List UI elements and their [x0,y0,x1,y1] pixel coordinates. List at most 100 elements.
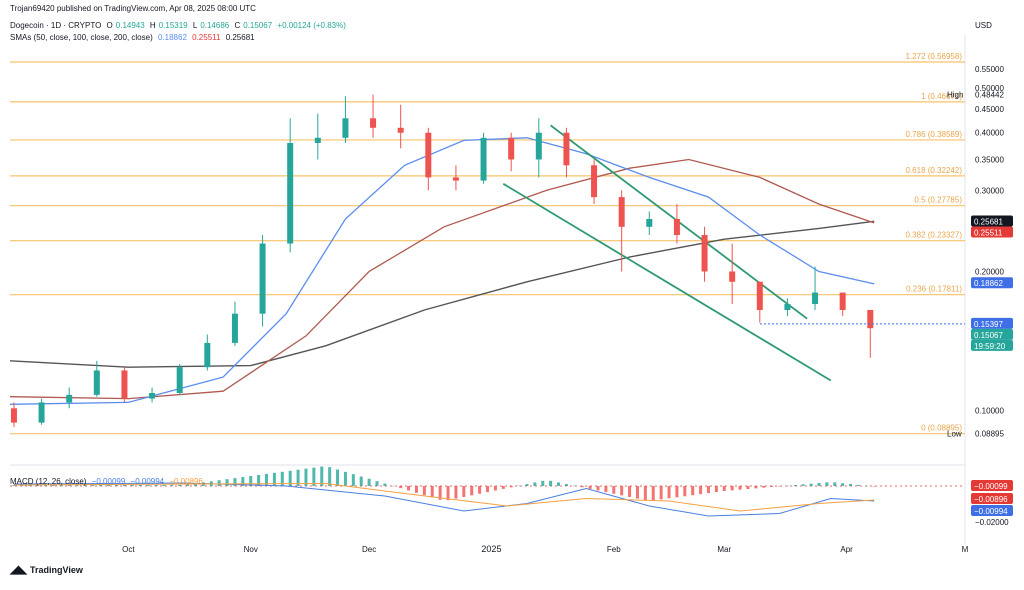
macd-bar [249,476,253,486]
macd-bar [146,485,150,486]
macd-bar [296,469,300,486]
macd-bar [541,480,545,486]
macd-bar [257,474,261,486]
fib-label-0: 1.272 (0.56958) [906,52,963,61]
tradingview-logo[interactable]: ◢◣ TradingView [10,564,83,576]
macd-bar [36,485,40,486]
candle-2 [66,394,73,403]
macd-bar [391,485,395,487]
macd-bar [825,482,829,486]
x-tick-6: Apr [840,545,853,554]
macd-bar [667,486,671,499]
candle-10 [287,143,294,244]
macd-bar [438,486,442,500]
macd-bar [738,486,742,490]
close-value: 0.15067 [243,21,273,30]
macd-bar [604,486,608,493]
macd-bar [462,486,466,497]
macd-bar [28,485,32,486]
fib-label-7: 0 (0.08895) [921,424,962,433]
price-label-box-2 [971,277,1013,289]
macd-bar [517,485,521,487]
candle-11 [314,137,321,144]
candle-15 [425,132,432,178]
macd-bar [233,478,237,486]
sma50-value: 0.18862 [157,33,187,42]
fib-label-3: 0.618 (0.32242) [906,166,963,175]
macd-bar [265,473,269,486]
macd-bar [486,486,489,493]
candle-6 [176,367,183,394]
macd-bar [635,486,639,499]
macd-axis-label-1: −0.00896 [974,495,1008,504]
macd-bar [580,486,584,488]
macd-bar [872,486,876,487]
macd-bar [659,486,663,500]
y-tick-8: 0.10000 [975,406,1004,415]
macd-bar [367,478,371,486]
y-tick-3: 0.40000 [975,129,1004,138]
macd-bar [320,466,324,486]
candle-22 [618,197,625,227]
macd-bar [91,485,95,486]
macd-bar [67,485,71,486]
macd-bar [833,482,837,486]
macd-bar [225,479,229,486]
macd-bar [588,486,592,489]
macd-bar [399,486,403,489]
candle-19 [535,132,542,160]
macd-bar [691,486,695,496]
macd-bar [557,482,561,486]
fib-label-5: 0.382 (0.23327) [906,231,963,240]
candle-28 [784,304,791,311]
macd-bar [51,485,55,486]
x-tick-0: Oct [122,545,135,554]
macd-bar [422,486,426,496]
candle-3 [93,370,100,395]
macd-bar [478,486,482,494]
fib-label-1: 1 (0.46674) [921,92,962,101]
macd-bar [375,481,379,486]
sma100-line [9,158,875,400]
macd-bar [44,485,48,486]
candle-21 [591,165,598,198]
fib-label-6: 0.236 (0.17811) [906,285,962,294]
y-tick-4: 0.35000 [975,155,1004,164]
candle-1 [38,402,45,423]
macd-bar [470,486,474,496]
fib-label-2: 0.786 (0.38589) [906,130,963,139]
macd-bar [533,482,537,486]
price-label-5: 19:59:20 [974,342,1006,351]
candle-5 [149,393,156,399]
price-label-box-5 [971,339,1013,351]
macd-bar [675,486,679,498]
macd-axis-box-0 [971,480,1013,491]
candle-31 [867,310,874,329]
macd-axis-box-1 [971,493,1013,504]
macd-bar [793,485,797,486]
macd-bar [706,486,710,494]
macd-bar [801,484,805,486]
macd-bar [841,483,845,486]
open-value: 0.14943 [115,21,145,30]
price-label-2: 0.18862 [974,279,1003,288]
macd-bar [162,485,166,486]
price-label-box-1 [971,226,1013,238]
macd-bar [12,485,16,486]
macd-bar [288,470,292,486]
candle-23 [646,218,653,227]
macd-bar [493,486,497,491]
price-label-box-0 [971,215,1013,227]
macd-bar [856,484,860,486]
symbol-title: Dogecoin · 1D · CRYPTO [10,21,102,30]
x-tick-5: Mar [717,545,731,554]
macd-bar [328,467,332,486]
macd-axis-label-0: −0.00099 [974,482,1008,491]
macd-bar [699,486,703,495]
macd-bar [683,486,687,497]
price-label-box-3 [971,317,1013,329]
macd-bar [414,486,418,493]
x-tick-2: Dec [362,545,376,554]
macd-bar [75,485,79,486]
